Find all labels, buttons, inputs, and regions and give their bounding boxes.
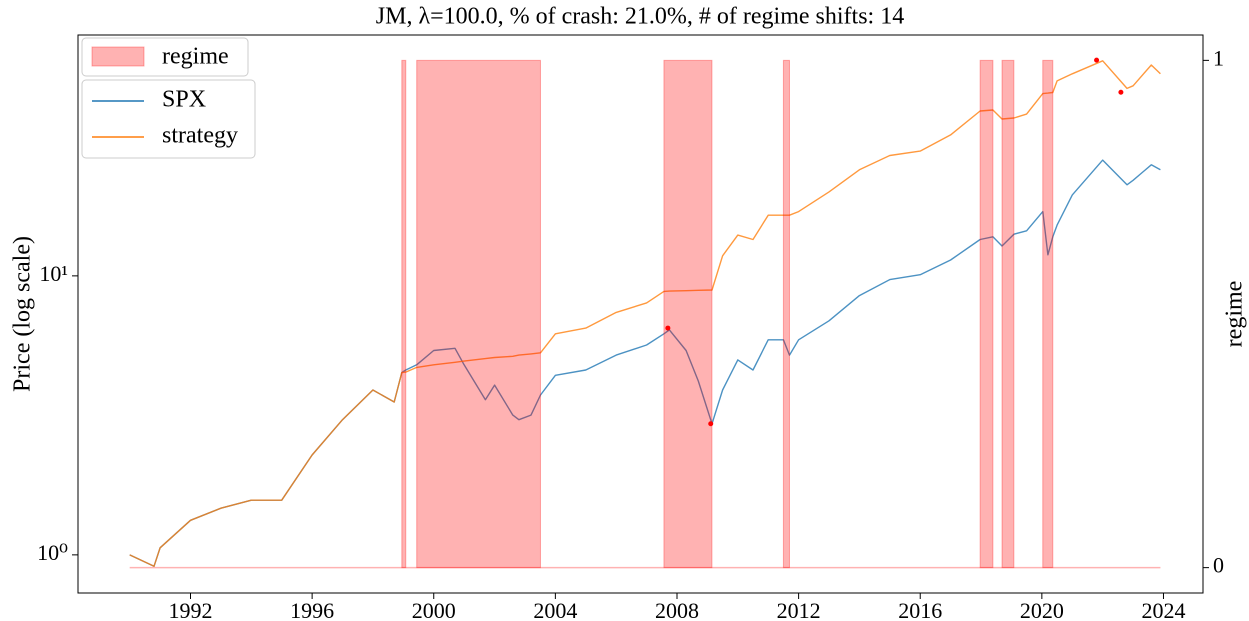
x-tick-label: 1992 bbox=[169, 598, 213, 621]
legend-box bbox=[81, 37, 249, 77]
x-tick-label: 2012 bbox=[777, 598, 821, 621]
x-tick-label: 2008 bbox=[655, 598, 699, 621]
legend-label: SPX bbox=[162, 87, 206, 113]
y-tick-label: 10¹ bbox=[39, 261, 68, 286]
crash-marker bbox=[1094, 57, 1100, 63]
regime-span bbox=[1001, 59, 1015, 569]
regime-span bbox=[979, 59, 994, 569]
legend-swatch bbox=[91, 46, 145, 67]
x-tick-label: 2004 bbox=[533, 598, 577, 621]
plot-frame bbox=[77, 34, 1204, 594]
regime-span bbox=[401, 59, 407, 569]
line-1 bbox=[129, 60, 1161, 567]
y2-tick-label: 1 bbox=[1213, 45, 1224, 70]
regime-span bbox=[416, 59, 541, 569]
regime-span bbox=[663, 59, 713, 569]
regime-span bbox=[1042, 59, 1054, 569]
chart-title: JM, λ=100.0, % of crash: 21.0%, # of reg… bbox=[376, 4, 904, 30]
x-tick-label: 2000 bbox=[412, 598, 456, 621]
y-axis-label: Price (log scale) bbox=[10, 236, 36, 392]
y-tick-label: 10⁰ bbox=[37, 540, 68, 565]
legend-label: regime bbox=[162, 44, 229, 70]
y2-axis-label: regime bbox=[1222, 281, 1248, 348]
crash-marker bbox=[665, 325, 671, 331]
crash-marker bbox=[1118, 89, 1124, 95]
crash-marker bbox=[708, 421, 714, 427]
regime-span bbox=[782, 59, 790, 569]
legend-box bbox=[81, 79, 256, 159]
y2-tick-label: 0 bbox=[1213, 553, 1224, 578]
x-tick-label: 1996 bbox=[290, 598, 334, 621]
x-tick-label: 2020 bbox=[1020, 598, 1064, 621]
x-tick-label: 2024 bbox=[1141, 598, 1185, 621]
legend-label: strategy bbox=[162, 123, 238, 149]
x-tick-label: 2016 bbox=[898, 598, 942, 621]
